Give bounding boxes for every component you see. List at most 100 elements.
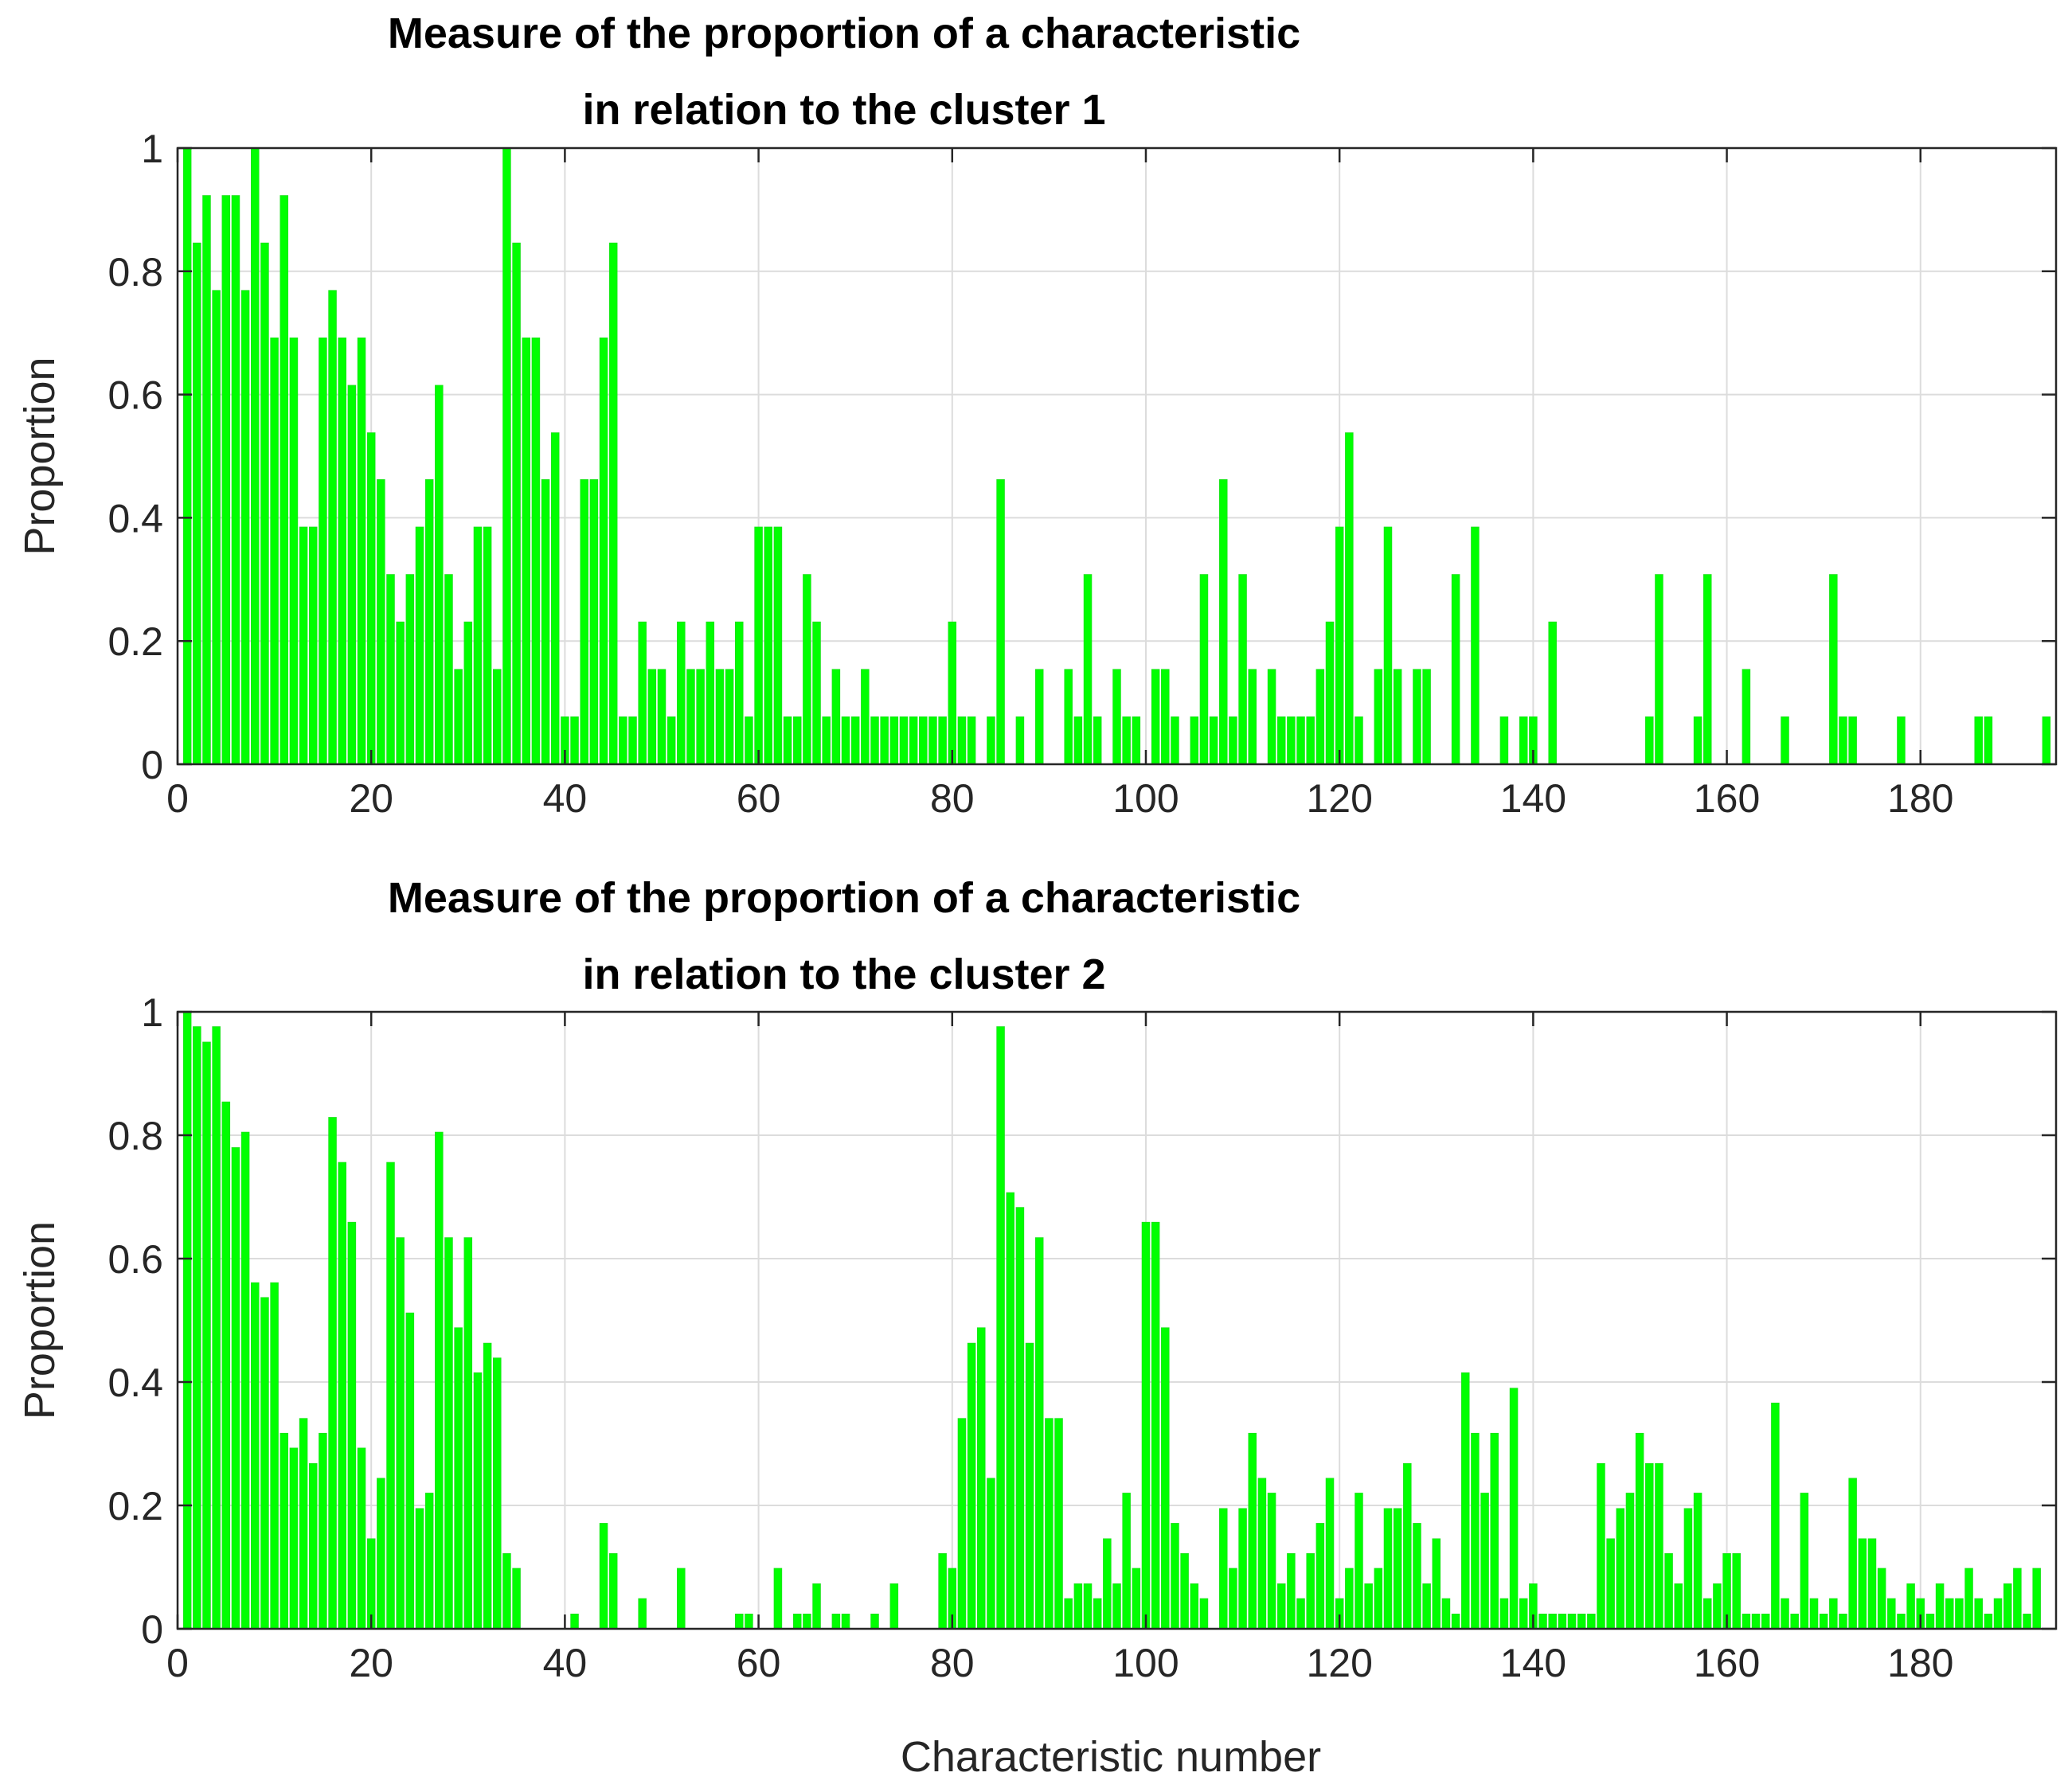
bar [1683,1508,1693,1630]
bar [589,479,599,765]
bar [182,147,192,765]
x-tick-label: 180 [1887,776,1953,821]
y-tick-label: 0 [141,1607,163,1652]
bar [677,621,686,765]
bar [1499,716,1509,765]
bar [1345,1568,1354,1630]
bar [1558,1614,1567,1630]
bar [783,716,792,765]
bar [1325,1478,1335,1630]
bar [289,1447,299,1630]
bar [1655,1462,1663,1630]
bar [1190,1583,1199,1630]
bar [1073,1583,1083,1630]
bar [1984,1614,1993,1630]
bar [1122,716,1131,765]
bar [773,526,783,765]
bar [1093,716,1102,765]
bar [424,1493,434,1630]
bar [1993,1598,2003,1630]
bar [1345,432,1354,765]
bar [1132,716,1141,765]
bar [512,1568,521,1630]
x-tick-label: 0 [166,776,189,821]
bar [1451,574,1460,765]
bar [454,669,463,765]
bar [473,1372,483,1630]
bar [1267,1493,1276,1630]
bar [1655,574,1663,765]
x-tick-label: 120 [1306,1641,1372,1685]
bar [1364,1583,1373,1630]
bar [1199,574,1209,765]
bar [1034,669,1044,765]
x-tick-label: 160 [1694,1641,1760,1685]
bar [202,195,211,765]
bar [1490,1432,1499,1630]
bar [735,621,744,765]
bar [647,669,657,765]
y-tick-label: 0 [141,743,163,787]
bar [260,1297,269,1630]
bar [1034,1237,1044,1630]
y-tick-label: 1 [141,127,163,171]
bar [1897,716,1906,765]
bar [1460,1372,1470,1630]
y-axis-label: Proportion [16,357,64,555]
bar [580,479,588,765]
y-tick-label: 0.6 [108,373,163,418]
x-axis-label: Characteristic number [901,1733,1321,1781]
bar [1287,716,1296,765]
bar [1276,716,1286,765]
bar [1151,1221,1160,1630]
bar [1229,1568,1237,1630]
bar [1761,1614,1770,1630]
bar [435,1131,444,1630]
x-tick-label: 100 [1112,1641,1179,1685]
y-tick-label: 0.4 [108,1361,163,1405]
bar [889,1583,899,1630]
bar [987,716,995,765]
bar [415,526,424,765]
bar [919,716,928,765]
bar [1441,1598,1451,1630]
bar [1471,1432,1480,1630]
bar [1093,1598,1102,1630]
chart-panel-cluster-1: Measure of the proportion of a character… [16,10,2058,821]
bar [541,479,550,765]
bar [976,1327,986,1630]
bar [1374,669,1383,765]
bar [754,526,763,765]
bar [444,574,453,765]
bar [270,1282,279,1630]
bar [831,1614,841,1630]
bar [1209,716,1218,765]
bar [792,716,802,765]
bar [638,1598,647,1630]
bar [957,716,967,765]
bar [502,147,511,765]
x-tick-label: 140 [1500,776,1566,821]
x-tick-label: 40 [543,1641,588,1685]
bar [1248,669,1257,765]
bar [1964,1568,1973,1630]
bar [522,337,531,765]
bar [1112,1583,1121,1630]
bar [1848,1478,1857,1630]
grid-lines [178,148,2056,764]
bar [550,432,560,765]
bar [1248,1432,1257,1630]
bar [454,1327,463,1630]
bar [377,1478,385,1630]
bar [531,337,541,765]
bar [1974,1598,1983,1630]
bar [1509,1388,1519,1630]
grid-lines [178,1012,2056,1629]
bar [1083,1583,1093,1630]
bar [1887,1598,1896,1630]
bar [608,242,618,765]
bar [1858,1538,1867,1630]
bar [1141,1221,1151,1630]
bar [628,716,637,765]
